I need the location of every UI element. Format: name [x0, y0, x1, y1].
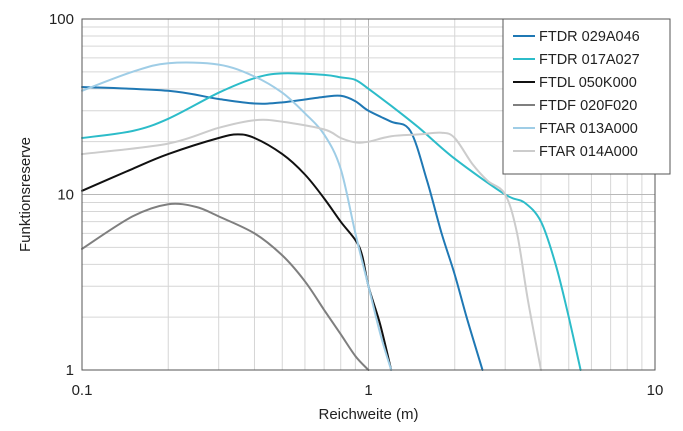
legend: FTDR 029A046 FTDR 017A027 FTDL 050K000 FTDF… — [502, 18, 671, 175]
legend-label: FTDR 029A046 — [539, 29, 640, 45]
series-line-4 — [81, 202, 370, 371]
series-line-1 — [81, 86, 484, 371]
series-line-2 — [81, 72, 582, 371]
legend-box — [502, 18, 671, 175]
series-line-6 — [81, 118, 542, 371]
legend-label: FTAR 014A000 — [539, 144, 638, 160]
x-axis-label: Reichweite (m) — [318, 406, 418, 423]
series-lines — [81, 61, 582, 371]
y-tick-label: 1 — [66, 362, 74, 379]
legend-label: FTDF 020F020 — [539, 98, 637, 114]
axis-ticks: 0.1 1 10 1 10 100 — [49, 11, 663, 399]
x-tick-label: 10 — [647, 382, 664, 399]
series-line-5 — [81, 61, 393, 371]
y-tick-label: 100 — [49, 11, 74, 28]
legend-label: FTDR 017A027 — [539, 52, 640, 68]
legend-label: FTDL 050K000 — [539, 75, 637, 91]
y-axis-label: Funktionsreserve — [17, 137, 34, 252]
x-tick-label: 0.1 — [72, 382, 93, 399]
legend-label: FTAR 013A000 — [539, 121, 638, 137]
y-tick-label: 10 — [57, 187, 74, 204]
x-tick-label: 1 — [364, 382, 372, 399]
plot-area-frame — [81, 18, 656, 371]
